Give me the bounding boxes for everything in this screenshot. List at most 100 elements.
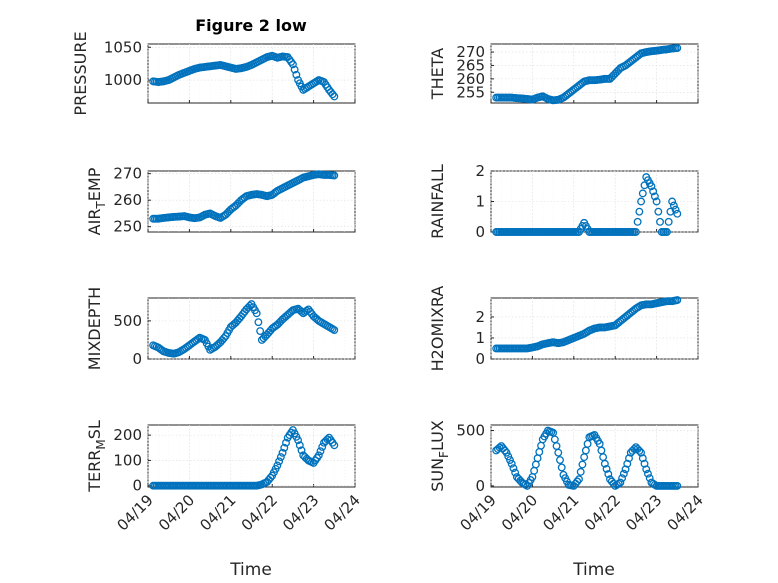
data-point [642, 465, 651, 474]
y-axis-label: SUNFLUX [428, 420, 451, 492]
x-tick-label: 04/24 [321, 491, 364, 534]
figure-title: Figure 2 low [195, 16, 307, 35]
data-point [275, 457, 284, 466]
y-tick-label: 255 [456, 83, 485, 101]
x-tick-label: 04/20 [155, 491, 198, 534]
panel-air-temp: 250 260 270 AIRTEMP [85, 165, 356, 236]
y-axis-label: THETA [428, 48, 447, 100]
data-point [668, 197, 677, 206]
data-point [576, 467, 585, 476]
data-point [330, 92, 339, 101]
y-tick-label: 0 [475, 350, 485, 368]
series-markers [492, 426, 682, 490]
data-point [554, 448, 563, 457]
y-axis-label: AIRTEMP [85, 167, 108, 235]
y-tick-label: 250 [113, 218, 142, 236]
panel-pressure: 1000 1050 PRESSURE [71, 31, 356, 116]
y-axis-label: TERRMSL [85, 420, 108, 493]
data-point [556, 456, 564, 465]
data-point [673, 209, 682, 218]
data-point [502, 448, 511, 457]
y-tick-label: 500 [113, 312, 142, 330]
y-tick-label: 500 [456, 422, 485, 440]
data-point [656, 217, 664, 226]
data-point [316, 447, 325, 456]
data-point [663, 228, 671, 236]
data-point [507, 459, 516, 468]
data-point [245, 301, 254, 310]
data-point [318, 442, 327, 451]
x-tick-label: 04/21 [539, 491, 582, 534]
data-point [635, 207, 644, 216]
data-point [602, 464, 611, 473]
x-axis-label-left: Time [229, 560, 272, 580]
y-tick-label: 270 [113, 165, 142, 183]
y-tick-label: 1 [475, 193, 485, 211]
y-tick-label: 2 [475, 308, 485, 326]
y-tick-label: 1 [475, 329, 485, 347]
series-markers [492, 44, 682, 105]
data-point [330, 441, 339, 450]
data-point [618, 474, 627, 483]
y-axis-label: PRESSURE [71, 31, 90, 115]
data-point [652, 197, 661, 206]
x-tick-label: 04/23 [279, 491, 322, 534]
data-point [673, 296, 682, 305]
series-markers [149, 426, 339, 490]
data-point [328, 90, 337, 99]
data-point [256, 327, 265, 335]
data-point [575, 475, 583, 484]
data-point [276, 453, 285, 462]
data-point [314, 451, 323, 460]
data-point [664, 217, 673, 226]
data-point [297, 307, 306, 316]
x-axis-label-right: Time [572, 560, 615, 580]
x-tick-label: 04/20 [498, 491, 541, 534]
y-tick-label: 0 [475, 223, 485, 241]
data-point [631, 228, 640, 236]
data-point [504, 452, 513, 461]
data-point [297, 446, 306, 455]
x-tick-label: 04/19 [114, 491, 157, 534]
y-tick-label: 1050 [104, 38, 142, 56]
data-point [295, 441, 304, 450]
data-point [506, 456, 514, 465]
y-tick-label: 260 [113, 191, 142, 209]
panel-h2omixra: 0 1 2 H2OMIXRA [428, 286, 699, 372]
data-point [252, 309, 261, 318]
data-point [266, 473, 275, 482]
x-tick-label: 04/19 [457, 491, 500, 534]
x-tick-label: 04/22 [238, 491, 281, 534]
y-tick-label: 200 [113, 426, 142, 444]
y-tick-label: 100 [113, 451, 142, 469]
data-point [616, 478, 625, 487]
y-axis-label: H2OMIXRA [428, 286, 447, 372]
data-point [638, 189, 647, 198]
data-point [619, 469, 628, 478]
x-tick-label: 04/22 [581, 491, 624, 534]
data-point [647, 182, 656, 191]
y-tick-label: 265 [456, 56, 485, 74]
y-tick-label: 260 [456, 70, 485, 88]
data-point [282, 438, 290, 447]
data-point [280, 443, 289, 452]
series-markers [149, 300, 339, 358]
data-point [649, 187, 658, 196]
series-markers [149, 51, 339, 101]
data-point [254, 318, 263, 327]
series-markers [492, 173, 682, 236]
data-point [669, 201, 678, 210]
data-point [614, 479, 623, 488]
y-axis-label: MIXDEPTH [85, 287, 104, 370]
data-point [288, 60, 297, 69]
data-point [557, 463, 566, 472]
panel-mixdepth: 0 500 MIXDEPTH [85, 287, 356, 370]
data-point [673, 481, 682, 490]
y-tick-label: 270 [456, 43, 485, 61]
series-markers [492, 296, 682, 353]
y-tick-label: 0 [475, 477, 485, 495]
data-point [673, 44, 682, 52]
